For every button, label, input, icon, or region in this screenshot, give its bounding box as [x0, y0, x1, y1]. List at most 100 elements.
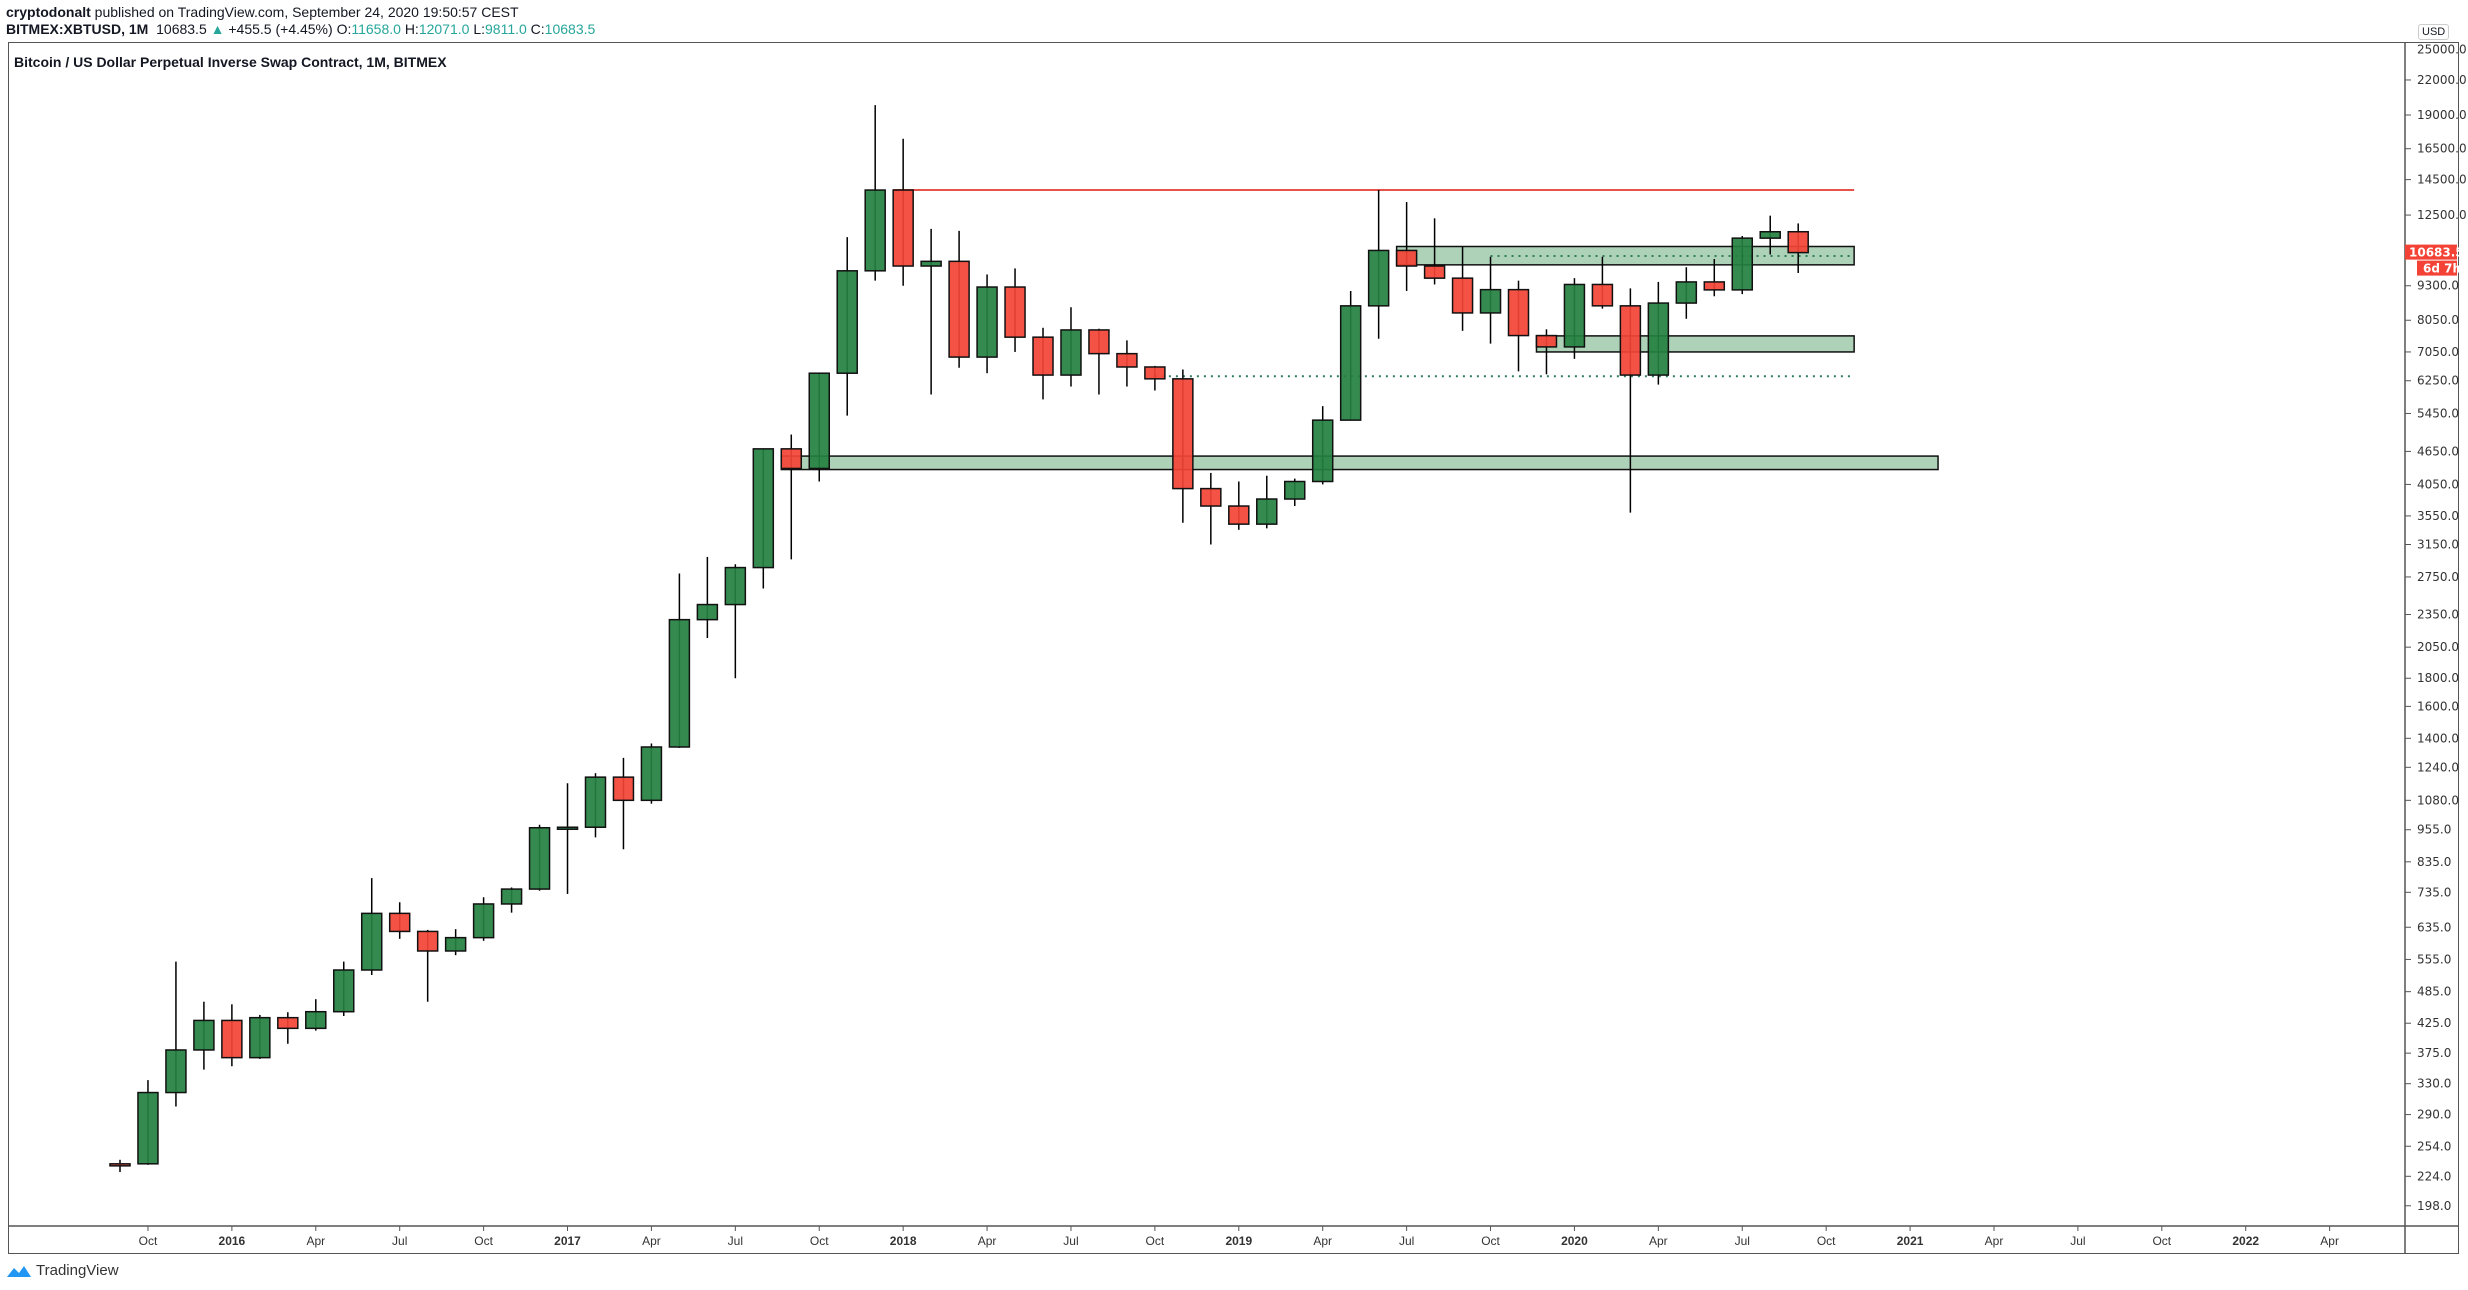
candle-body [836, 270, 858, 374]
high-label: H: [404, 21, 419, 37]
candle-body [305, 1010, 327, 1030]
price-tick-label: 1600.0 [2417, 699, 2459, 713]
price-tick-label: 955.0 [2417, 823, 2451, 837]
candle-body [584, 776, 607, 828]
change: +455.5 (+4.45%) [228, 21, 333, 37]
price-tick-label: 375.0 [2417, 1046, 2451, 1060]
price-tick-label: 290.0 [2417, 1108, 2451, 1122]
candle-body [948, 260, 970, 358]
price-tick-label: 555.0 [2417, 952, 2451, 966]
candle-body [1339, 305, 1362, 421]
price-tick-label: 735.0 [2417, 885, 2451, 899]
time-tick-label: Apr [642, 1234, 661, 1248]
candle-body [277, 1016, 299, 1030]
author[interactable]: cryptodonalt [6, 4, 91, 20]
low-label: L: [473, 21, 485, 37]
candle-body [472, 903, 495, 939]
candle-body [1200, 487, 1222, 507]
tradingview-logo-icon [7, 1265, 31, 1277]
time-tick-label: Apr [1985, 1234, 2004, 1248]
support-zone [780, 455, 1939, 471]
price-tick-label: 2350.0 [2417, 608, 2459, 622]
candle-body [1367, 249, 1390, 307]
time-tick-label: Apr [2320, 1234, 2339, 1248]
candle-body [696, 603, 719, 621]
candle-body [1256, 498, 1278, 525]
time-tick-label: Apr [306, 1234, 325, 1248]
price-tick-label: 1800.0 [2417, 671, 2459, 685]
candle-body [1507, 288, 1530, 337]
price-tick-label: 4050.0 [2417, 477, 2459, 491]
time-tick-label: Oct [139, 1234, 158, 1248]
price-tick-label: 14500.0 [2417, 173, 2467, 187]
candle-body [556, 826, 579, 830]
chart-frame [8, 42, 2459, 1254]
candle-body [1228, 505, 1250, 525]
candle-body [724, 566, 747, 606]
price-tick-label: 19000.0 [2417, 108, 2467, 122]
candle-body [1395, 249, 1418, 267]
time-tick-label: 2022 [2232, 1234, 2259, 1248]
candle-body [976, 286, 998, 358]
price-tick-label: 224.0 [2417, 1169, 2451, 1183]
time-tick-label: 2019 [1225, 1234, 1252, 1248]
price-tick-label: 4650.0 [2417, 444, 2459, 458]
publish-date: published on TradingView.com, September … [94, 4, 519, 20]
candle-body [864, 189, 886, 272]
candle-body [1591, 283, 1614, 307]
tradingview-brand: TradingView [36, 1262, 119, 1279]
candle-body [444, 936, 467, 952]
candle-body [528, 826, 551, 890]
last-price-label: 10683.5 [2409, 246, 2464, 260]
time-tick-label: Oct [474, 1234, 493, 1248]
time-tick-label: Apr [1649, 1234, 1668, 1248]
candle-body [137, 1091, 159, 1165]
time-tick-label: Oct [1481, 1234, 1500, 1248]
countdown-badge [2417, 260, 2457, 276]
price-tick-label: 485.0 [2417, 985, 2451, 999]
symbol: BITMEX:XBTUSD, 1M [6, 21, 149, 37]
candle-body [1283, 480, 1306, 500]
time-tick-label: 2021 [1897, 1234, 1924, 1248]
candle-body [193, 1019, 215, 1051]
time-tick-label: 2018 [890, 1234, 917, 1248]
publish-info: cryptodonalt published on TradingView.co… [6, 4, 519, 20]
candle-body [1423, 265, 1446, 279]
up-arrow-icon: ▲ [210, 21, 225, 37]
candle-body [1731, 237, 1754, 291]
price-tick-label: 9300.0 [2417, 279, 2459, 293]
candle-body [1311, 419, 1334, 483]
close-value: 10683.5 [544, 21, 596, 37]
candle-body [165, 1049, 187, 1094]
candle-body [1116, 352, 1138, 368]
time-tick-label: Jul [1399, 1234, 1414, 1248]
candle-body [668, 618, 691, 748]
time-tick-label: Jul [728, 1234, 743, 1248]
price-tick-label: 425.0 [2417, 1016, 2451, 1030]
candle-body [752, 448, 775, 569]
candle-body [416, 930, 439, 952]
time-tick-label: 2016 [219, 1234, 246, 1248]
low-value: 9811.0 [485, 21, 527, 37]
price-tick-label: 16500.0 [2417, 142, 2467, 156]
price-tick-label: 1240.0 [2417, 760, 2459, 774]
candle-body [109, 1163, 131, 1167]
time-tick-label: Oct [1817, 1234, 1836, 1248]
price-tick-label: 835.0 [2417, 855, 2451, 869]
open-value: 11658.0 [351, 21, 401, 37]
tradingview-logo[interactable]: TradingView [6, 1262, 119, 1279]
time-tick-label: Oct [1146, 1234, 1165, 1248]
candle-body [1088, 329, 1110, 355]
candle-body [1675, 281, 1698, 304]
last-price-badge [2405, 244, 2457, 260]
candle-body [333, 969, 355, 1013]
candle-body [640, 746, 663, 802]
price-tick-label: 25000.0 [2417, 42, 2467, 56]
time-tick-label: Jul [1063, 1234, 1078, 1248]
candle-body [1759, 230, 1781, 239]
price-tick-label: 12500.0 [2417, 208, 2467, 222]
candle-body [1479, 288, 1502, 314]
candle-body [1451, 277, 1474, 314]
currency-badge[interactable]: USD [2418, 24, 2450, 40]
